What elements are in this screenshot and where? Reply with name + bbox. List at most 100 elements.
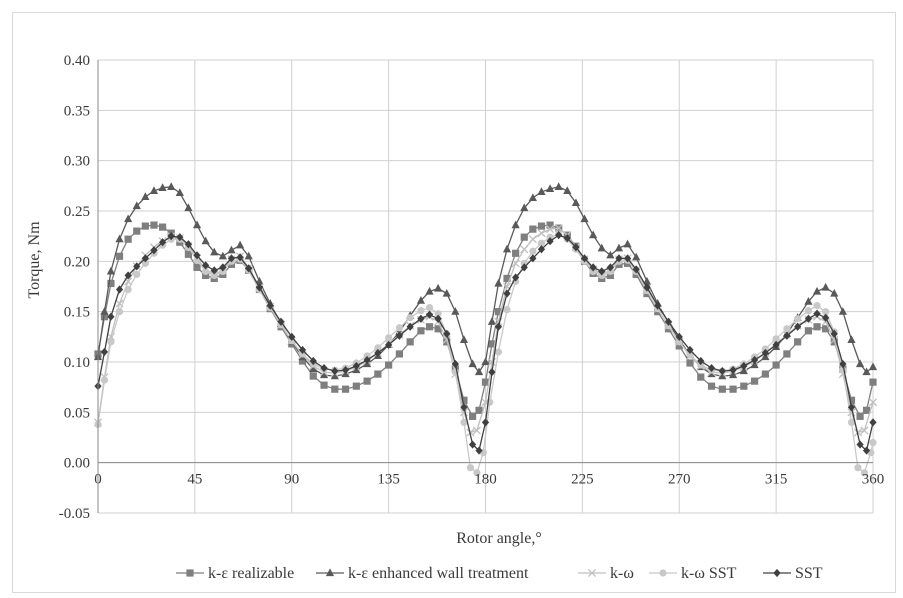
data-point	[563, 186, 572, 194]
data-point	[245, 264, 253, 273]
series-layer	[93, 182, 878, 477]
data-point	[106, 266, 116, 275]
legend-item: k-ε enhanced wall treatment	[316, 565, 529, 582]
data-point	[406, 322, 414, 331]
data-point	[675, 332, 683, 341]
data-point	[654, 301, 662, 310]
data-point	[537, 239, 546, 247]
data-point	[614, 243, 624, 252]
data-point	[115, 285, 124, 294]
data-point	[100, 376, 109, 384]
data-point	[288, 332, 296, 341]
data-point	[589, 230, 598, 239]
cross-stroke	[830, 335, 839, 344]
data-point	[598, 267, 606, 276]
data-point	[529, 225, 537, 233]
data-point	[512, 249, 520, 257]
legend-label: k-ε realizable	[208, 565, 294, 582]
data-point	[474, 367, 484, 376]
data-point	[632, 252, 641, 261]
data-point	[451, 359, 459, 369]
data-point	[813, 309, 821, 318]
data-point	[341, 385, 350, 393]
data-point	[100, 313, 109, 321]
data-point	[494, 278, 503, 287]
data-point	[697, 373, 705, 381]
data-point	[100, 307, 109, 315]
data-point	[309, 364, 318, 373]
data-point	[804, 327, 813, 335]
data-point	[707, 363, 716, 373]
data-point	[459, 335, 469, 343]
cross-stroke	[442, 335, 451, 344]
data-point	[124, 214, 133, 223]
data-point	[202, 271, 210, 280]
data-point	[546, 237, 554, 246]
data-point	[503, 289, 511, 298]
data-point	[141, 192, 150, 201]
data-point	[642, 276, 652, 285]
data-point	[862, 367, 871, 376]
data-point	[425, 310, 434, 319]
data-point	[472, 426, 481, 435]
data-point	[847, 403, 856, 412]
data-point	[860, 469, 868, 477]
data-point	[451, 307, 460, 315]
data-point	[210, 271, 218, 280]
data-point	[528, 193, 537, 202]
data-point	[210, 247, 219, 256]
data-point	[494, 348, 503, 356]
data-point	[869, 418, 877, 427]
x-tick-label: 225	[571, 472, 594, 488]
data-point	[580, 214, 589, 223]
data-point	[847, 396, 856, 404]
data-point	[298, 345, 307, 355]
data-point	[718, 385, 726, 393]
cross-stroke	[520, 245, 529, 254]
data-point	[395, 331, 403, 340]
cross-stroke	[472, 426, 481, 435]
x-tick-label: 270	[668, 472, 691, 488]
data-point	[385, 340, 393, 349]
data-point	[740, 382, 748, 390]
data-point	[115, 234, 124, 243]
y-tick-label: 0.25	[64, 204, 90, 220]
data-point	[331, 385, 339, 393]
legend-item: SST	[763, 565, 823, 582]
data-point	[529, 247, 537, 255]
data-point	[554, 224, 563, 233]
data-point	[425, 286, 434, 295]
data-point	[363, 355, 371, 365]
data-point	[839, 359, 847, 369]
data-point	[729, 385, 737, 393]
data-point	[133, 227, 141, 235]
legend: k-ε realizable k-ε enhanced wall treatmen…	[176, 565, 823, 582]
data-point	[487, 317, 497, 325]
data-point	[545, 184, 555, 192]
data-point	[686, 345, 694, 355]
cross-stroke	[860, 426, 869, 435]
data-point	[537, 187, 546, 195]
x-axis-title: Rotor angle,°	[456, 530, 542, 547]
data-point	[804, 314, 813, 323]
legend-marker	[186, 569, 194, 577]
data-point	[739, 366, 748, 375]
data-point	[675, 338, 683, 346]
data-point	[868, 362, 878, 371]
cross-stroke	[546, 225, 555, 234]
data-point	[772, 361, 780, 369]
data-point	[718, 371, 727, 380]
data-point	[740, 361, 748, 371]
data-point	[606, 250, 615, 259]
data-point	[847, 418, 856, 426]
data-point	[856, 440, 864, 449]
data-point	[460, 418, 468, 426]
data-point	[202, 267, 210, 275]
data-point	[363, 377, 371, 385]
data-point	[115, 252, 124, 260]
data-point	[821, 282, 830, 291]
data-point	[175, 188, 184, 196]
data-point	[537, 222, 546, 230]
data-point	[468, 412, 477, 420]
data-point	[707, 382, 716, 390]
